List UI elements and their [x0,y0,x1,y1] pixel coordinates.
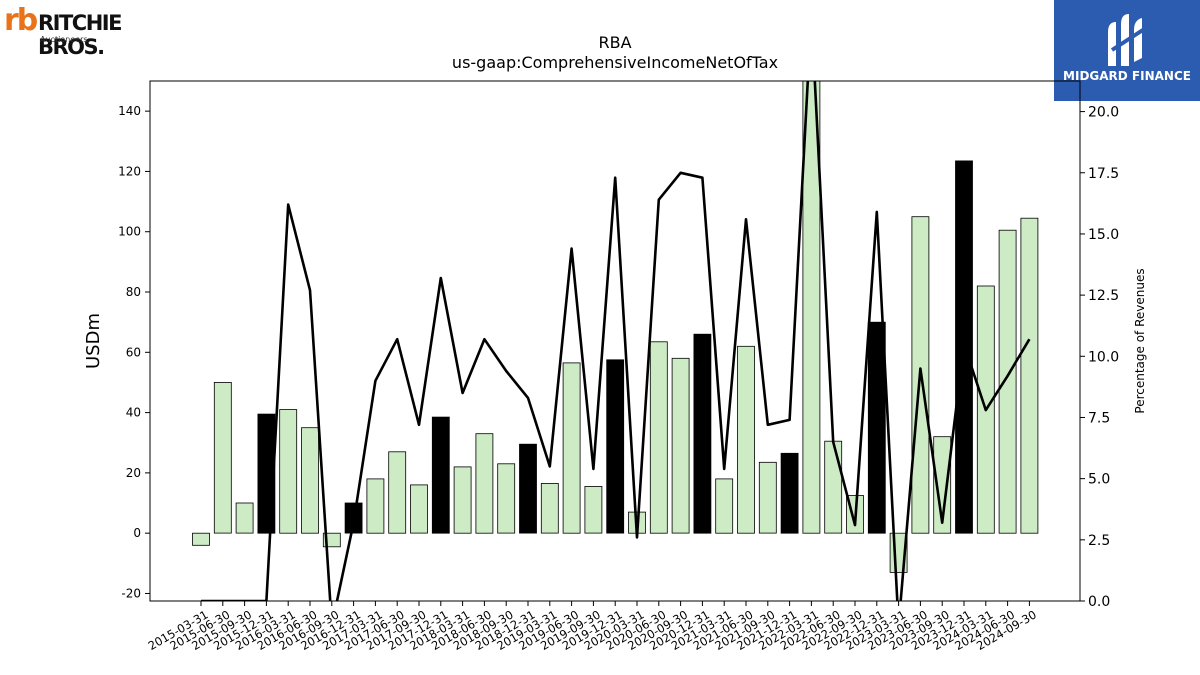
bar [431,416,450,534]
bar [606,359,625,534]
y-tick-label: 140 [118,104,141,118]
bar [867,321,886,534]
chart-subtitle: us-gaap:ComprehensiveIncomeNetOfTax [452,53,778,72]
bar [410,484,428,534]
y2-tick-label: 12.5 [1088,288,1119,304]
bar [584,485,603,534]
bar [192,532,210,546]
bar [649,341,668,534]
plot-frame [149,80,1081,602]
x-axis: 2015-03-312015-06-302015-09-302015-12-31… [146,601,1039,653]
midgard-mark-icon [1108,14,1148,66]
bar [671,357,690,534]
logo-subtitle: Auctioneers [40,35,88,44]
bar [824,440,843,534]
y-tick-label: 120 [118,164,141,178]
bar [475,433,494,534]
y-axis: -20 0 20 40 60 80 100 120 140 [118,104,150,600]
y2-axis: 0.0 2.5 5.0 7.5 10.0 12.5 15.0 17.5 20.0 [1080,105,1119,610]
line-series [201,81,1031,601]
y-tick-label: -20 [121,586,141,600]
y2-axis-label: Percentage of Revenues [1133,268,1147,413]
y-tick-label: 60 [126,345,141,359]
bar [213,381,232,534]
logo-mark: rb [4,3,38,38]
ritchie-bros-logo: rb RITCHIE BROS. Auctioneers [4,3,174,60]
y2-tick-label: 7.5 [1088,410,1110,426]
y2-tick-label: 15.0 [1088,227,1119,243]
y2-tick-label: 2.5 [1088,533,1110,549]
bar [453,466,472,534]
bar-series [192,80,1039,573]
y2-tick-label: 17.5 [1088,166,1119,182]
bar [693,333,712,534]
chart-title: RBA [598,33,631,52]
y2-tick-label: 5.0 [1088,472,1110,488]
bar [562,362,581,534]
midgard-logo-label: MIDGARD FINANCE [1063,69,1191,83]
bar [715,478,734,534]
bar [519,443,537,534]
bar [780,452,799,534]
y-tick-label: 40 [126,406,141,420]
y-axis-label: USDm [83,313,104,369]
y2-tick-label: 10.0 [1088,349,1119,365]
y2-tick-label: 0.0 [1088,594,1110,610]
bar [497,463,516,534]
y-tick-label: 20 [126,466,141,480]
midgard-finance-logo: MIDGARD FINANCE [1054,0,1200,101]
bar [235,502,254,534]
y-tick-label: 100 [118,225,141,239]
logo-name: RITCHIE BROS. [38,11,122,59]
y-tick-label: 80 [126,285,141,299]
bar [998,229,1017,534]
percentage-line [201,81,1031,601]
y2-tick-label: 20.0 [1088,105,1119,121]
bar [933,436,952,534]
bar [1020,217,1039,534]
bar [279,409,298,534]
bar [301,427,319,534]
bar [758,461,777,534]
bar [366,478,385,534]
bar [388,451,407,534]
y-tick-label: 0 [133,526,141,540]
bar [540,482,559,534]
bar [737,345,755,534]
